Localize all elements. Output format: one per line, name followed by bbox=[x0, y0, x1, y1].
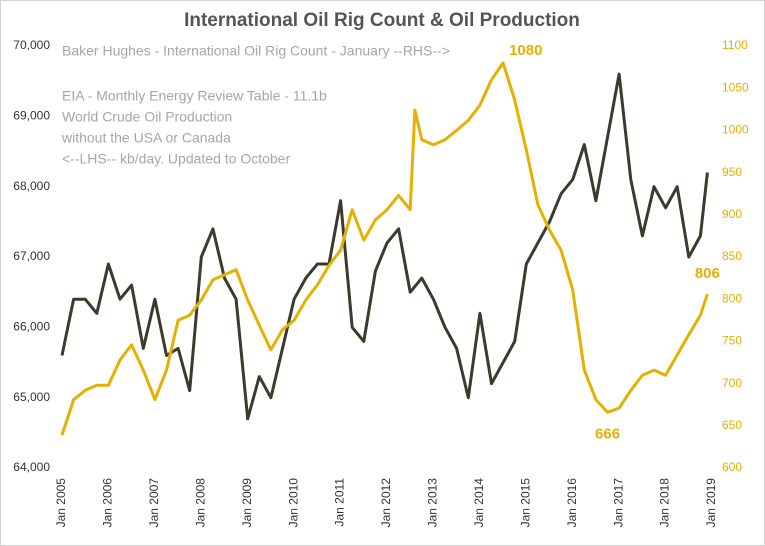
y-tick-label: 69,000 bbox=[13, 109, 50, 123]
legend-entry: without the USA or Canada bbox=[61, 130, 231, 146]
x-tick-label: Jan 2009 bbox=[240, 478, 254, 528]
y2-tick-label: 900 bbox=[722, 207, 742, 221]
y2-tick-label: 850 bbox=[722, 249, 742, 263]
y2-tick-label: 800 bbox=[722, 291, 742, 305]
legend-entry: <--LHS-- kb/day. Updated to October bbox=[62, 151, 290, 167]
x-tick-label: Jan 2006 bbox=[101, 478, 115, 528]
y-tick-label: 65,000 bbox=[13, 390, 50, 404]
y-tick-label: 64,000 bbox=[13, 460, 50, 474]
y2-tick-label: 650 bbox=[722, 418, 742, 432]
y-tick-label: 67,000 bbox=[13, 249, 50, 263]
x-tick-label: Jan 2019 bbox=[704, 478, 718, 528]
x-tick-label: Jan 2008 bbox=[193, 478, 207, 528]
y2-tick-label: 1050 bbox=[722, 80, 749, 94]
x-tick-label: Jan 2011 bbox=[333, 478, 347, 527]
x-tick-label: Jan 2010 bbox=[286, 478, 300, 528]
x-tick-label: Jan 2014 bbox=[472, 478, 486, 528]
chart-title: International Oil Rig Count & Oil Produc… bbox=[184, 10, 580, 31]
y2-tick-label: 1000 bbox=[722, 123, 749, 137]
y2-tick-label: 950 bbox=[722, 165, 742, 179]
legend-entry: EIA - Monthly Energy Review Table - 11.1… bbox=[62, 88, 327, 104]
y2-tick-label: 750 bbox=[722, 334, 742, 348]
annotation: 666 bbox=[595, 425, 620, 442]
y2-tick-label: 700 bbox=[722, 376, 742, 390]
x-tick-label: Jan 2015 bbox=[518, 478, 532, 528]
series-line bbox=[60, 61, 709, 436]
y-tick-label: 66,000 bbox=[13, 320, 50, 334]
legend-entry: Baker Hughes - International Oil Rig Cou… bbox=[62, 43, 450, 59]
annotation: 806 bbox=[695, 265, 720, 282]
y-tick-label: 70,000 bbox=[13, 38, 50, 52]
x-tick-label: Jan 2013 bbox=[426, 478, 440, 528]
y2-tick-label: 600 bbox=[722, 460, 742, 474]
x-tick-label: Jan 2005 bbox=[54, 478, 68, 528]
x-tick-label: Jan 2017 bbox=[611, 478, 625, 528]
x-tick-label: Jan 2016 bbox=[565, 478, 579, 528]
legend-entry: World Crude Oil Production bbox=[62, 109, 232, 125]
y-tick-label: 68,000 bbox=[13, 179, 50, 193]
x-tick-label: Jan 2007 bbox=[147, 478, 161, 528]
annotation: 1080 bbox=[509, 42, 542, 59]
x-tick-label: Jan 2012 bbox=[379, 478, 393, 528]
y2-tick-label: 1100 bbox=[722, 38, 748, 52]
x-tick-label: Jan 2018 bbox=[658, 478, 672, 528]
